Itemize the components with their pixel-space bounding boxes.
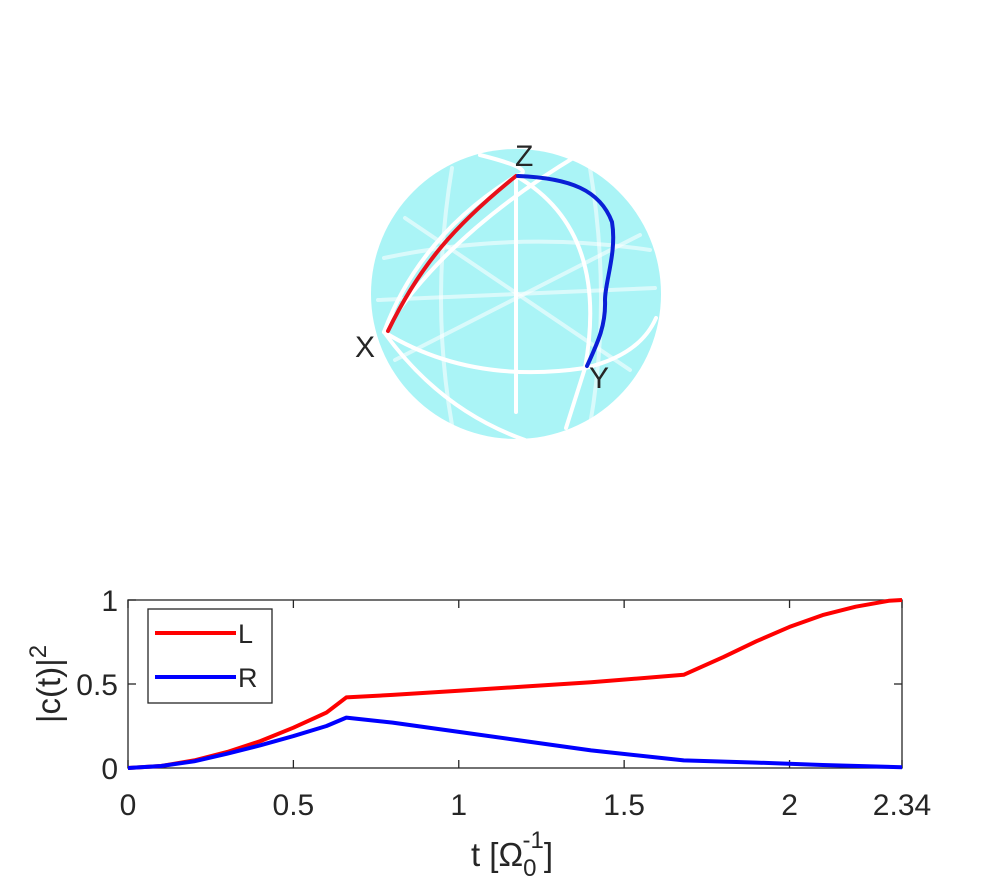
legend-box <box>147 608 273 704</box>
x-tick-label: 2 <box>781 789 798 822</box>
axis-label-x: X <box>355 331 375 364</box>
series-line-R <box>127 715 903 770</box>
x-axis-label-close: ] <box>544 836 553 873</box>
x-tick-label: 0 <box>120 789 137 822</box>
y-tick-label: 0.5 <box>76 669 118 702</box>
y-tick-labels: 00.51 <box>76 585 118 786</box>
line-chart: 0 0.5 1 1.5 2 2.34 00.51 L R t [Ω0-1] |c(t)|2 <box>25 585 931 882</box>
y-axis-label: |c(t)|2 <box>25 645 67 723</box>
series-line-L <box>127 598 903 770</box>
equator <box>382 316 658 375</box>
axis-label-z: Z <box>515 140 533 173</box>
x-tick-label: 1 <box>450 789 467 822</box>
x-axis-label-main: t [Ω <box>471 836 523 873</box>
bloch-trajectory-red <box>386 174 518 333</box>
x-tick-label: 1.5 <box>603 789 645 822</box>
x-tick-labels: 0 0.5 1 1.5 2 2.34 <box>120 789 932 822</box>
x-tick-label: 0.5 <box>273 789 315 822</box>
y-tick-label: 0 <box>101 753 118 786</box>
legend-label-R: R <box>238 663 258 693</box>
x-axis-label: t [Ω0-1] <box>471 827 553 882</box>
chart-series <box>127 598 903 770</box>
grid-line-back-3 <box>588 166 603 427</box>
axis-label-y: Y <box>589 362 609 395</box>
y-axis-label-main: |c(t)| <box>30 658 67 723</box>
x-tick-label: 2.34 <box>873 789 931 822</box>
bloch-sphere: Z X Y <box>355 140 661 442</box>
meridian-xz <box>382 174 518 334</box>
y-tick-label: 1 <box>101 585 118 618</box>
legend: L R <box>147 608 273 704</box>
legend-label-L: L <box>238 619 253 649</box>
y-axis-label-sup: 2 <box>25 645 52 658</box>
arc-left-lower <box>382 330 527 442</box>
meridian-zy <box>514 174 593 430</box>
x-axis-label-sub: 0 <box>523 855 536 882</box>
bloch-trajectory-blue <box>516 174 616 368</box>
x-axis-label-sup: -1 <box>523 827 544 854</box>
